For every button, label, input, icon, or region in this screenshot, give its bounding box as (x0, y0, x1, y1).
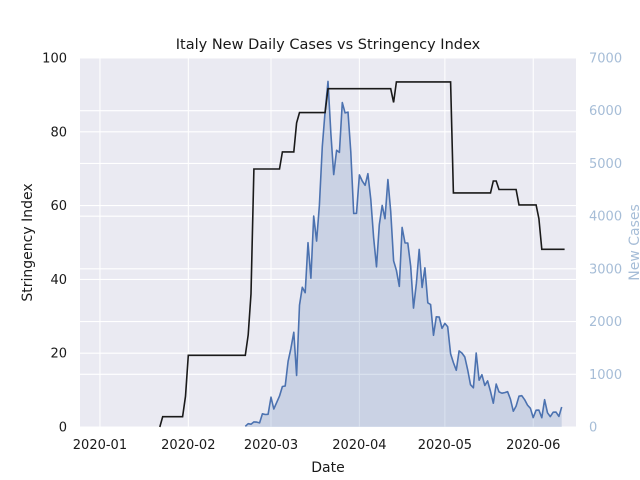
x-tick-label: 2020-03 (244, 438, 298, 453)
cases-area (245, 81, 562, 428)
y-axis-label: Stringency Index (20, 183, 36, 301)
y2-tick-label: 2000 (589, 315, 622, 330)
x-tick-label: 2020-02 (161, 438, 215, 453)
x-tick-label: 2020-04 (332, 438, 386, 453)
y2-tick-label: 0 (589, 421, 597, 436)
y-tick-label: 60 (50, 199, 67, 214)
y2-tick-label: 6000 (589, 104, 622, 119)
x-tick-label: 2020-01 (73, 438, 127, 453)
series-layer (159, 80, 565, 428)
x-tick-label: 2020-05 (418, 438, 472, 453)
y2-tick-label: 7000 (589, 52, 622, 67)
chart-title: Italy New Daily Cases vs Stringency Inde… (176, 37, 481, 53)
cases-line (244, 80, 563, 427)
y-tick-label: 40 (50, 273, 67, 288)
y-tick-label: 80 (50, 125, 67, 140)
tick-labels: 2020-01 2020-02 2020-03 2020-04 2020-05 2020-… (42, 52, 622, 454)
y-tick-label: 100 (42, 52, 67, 67)
right-y-axis-label: New Cases (627, 204, 640, 281)
y2-tick-label: 4000 (589, 210, 622, 225)
stringency-line (159, 81, 565, 428)
plot-area (80, 58, 576, 427)
x-tick-label: 2020-06 (506, 438, 560, 453)
y2-tick-label: 5000 (589, 157, 622, 172)
y-tick-label: 0 (59, 421, 67, 436)
grid (80, 57, 576, 428)
y2-tick-label: 1000 (589, 368, 622, 383)
y-tick-label: 20 (50, 347, 67, 362)
y2-tick-label: 3000 (589, 262, 622, 277)
x-axis-label: Date (311, 460, 344, 476)
